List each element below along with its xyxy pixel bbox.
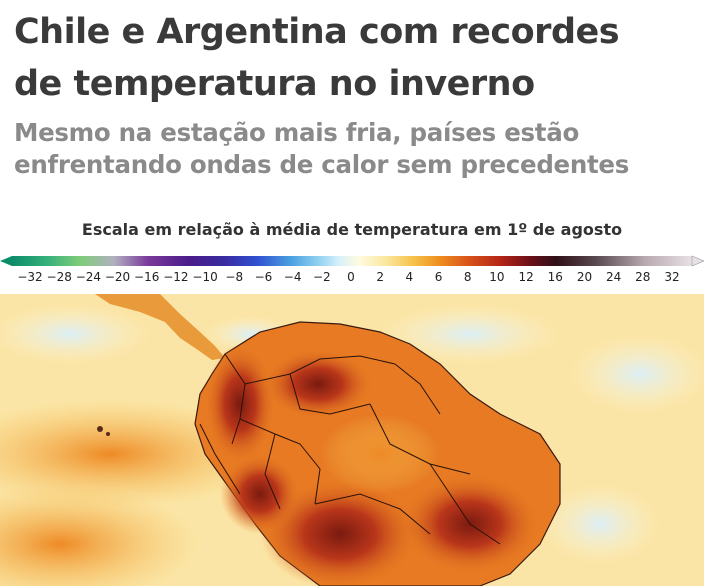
color-scale-bar: [0, 255, 704, 267]
hot-core-venezuela: [263, 349, 373, 419]
cool-patch-2: [380, 304, 560, 364]
cool-patch-1: [0, 304, 150, 364]
scale-tick-label: 8: [463, 270, 472, 284]
scale-tick-label: −12: [163, 270, 189, 284]
scale-tick-label: −6: [254, 270, 273, 284]
pacific-warm-band-2: [0, 484, 200, 586]
color-bar-right-arrow: [691, 255, 704, 267]
scale-tick-label: −28: [46, 270, 72, 284]
scale-tick-label: −4: [283, 270, 302, 284]
temperature-anomaly-map: [0, 294, 704, 586]
scale-tick-label: 20: [576, 270, 593, 284]
hot-core-andes: [205, 344, 275, 464]
scale-tick-label: −20: [104, 270, 131, 284]
scale-tick-label: 10: [489, 270, 505, 284]
cool-patch-3: [570, 334, 704, 414]
scale-tick-label: −8: [225, 270, 244, 284]
scale-tick-label: −10: [192, 270, 218, 284]
scale-tick-label: 16: [547, 270, 563, 284]
hot-core-peru: [220, 454, 300, 534]
scale-tick-label: −32: [17, 270, 43, 284]
scale-tick-label: 6: [434, 270, 443, 284]
color-scale-ticks: −32 −28 −24 −20 −16 −12 −10 −8 −6 −4 −2 0 2 4 6 8 10 12 16…: [0, 270, 704, 288]
subtitle-line-2: enfrentando ondas de calor sem precedent…: [14, 150, 630, 179]
subtitle: Mesmo na estação mais fria, países estão…: [14, 117, 704, 181]
scale-tick-label: 32: [664, 270, 680, 284]
hot-core-bolivia: [260, 479, 420, 586]
galapagos-islands: [97, 426, 103, 432]
headline: Chile e Argentina com recordes de temper…: [14, 6, 694, 110]
scale-tick-label: −2: [312, 270, 331, 284]
scale-tick-label: −24: [75, 270, 102, 284]
amazon-mid: [320, 414, 440, 494]
headline-line-2: de temperatura no inverno: [14, 64, 535, 104]
headline-line-1: Chile e Argentina com recordes: [14, 12, 620, 52]
color-bar-left-arrow: [0, 256, 12, 266]
legend-title: Escala em relação à média de temperatura…: [81, 220, 623, 239]
scale-tick-label: 2: [376, 270, 384, 284]
galapagos-island-2: [106, 432, 110, 436]
country-borders: [199, 353, 501, 545]
scale-tick-label: 0: [347, 270, 355, 284]
subtitle-line-1: Mesmo na estação mais fria, países estão: [14, 118, 579, 147]
scale-tick-label: 28: [635, 270, 651, 284]
cool-patch-4: [540, 484, 660, 564]
color-bar-gradient: [12, 256, 692, 266]
scale-tick-label: 12: [518, 270, 534, 284]
scale-tick-label: 4: [405, 270, 414, 284]
scale-tick-label: 24: [605, 270, 622, 284]
scale-tick-label: −16: [134, 270, 160, 284]
central-america: [95, 294, 225, 360]
